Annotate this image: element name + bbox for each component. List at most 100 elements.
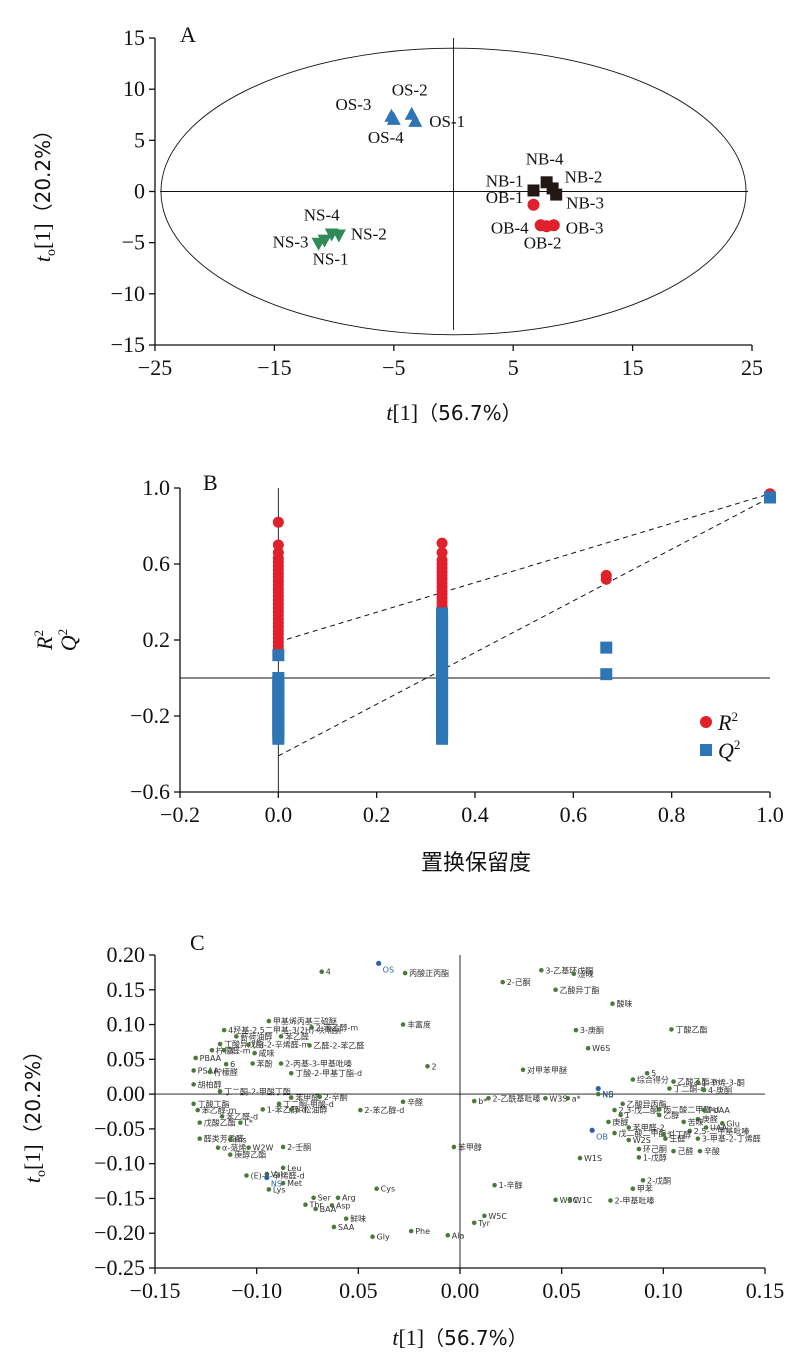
variable-label: 5 [651, 1069, 656, 1078]
variable-point [266, 1018, 272, 1024]
point-label-nb-1: NB-1 [486, 171, 524, 190]
x-tick-label: 0.00 [441, 1278, 480, 1303]
variable-point [630, 1077, 636, 1082]
point-r2 [600, 573, 612, 585]
point-q2 [436, 732, 449, 745]
variable-label: Thr [308, 1201, 323, 1210]
variable-label: W5C [488, 1212, 507, 1221]
variable-point [636, 1146, 642, 1152]
variable-point [644, 1070, 650, 1076]
variable-point [500, 979, 506, 985]
variable-point [663, 1136, 668, 1141]
variable-label: 1-苯乙醇-d [267, 1104, 307, 1114]
y-tick-label: −0.15 [94, 1185, 145, 1210]
variable-label: 综合得分 [637, 1075, 669, 1085]
x-tick-label: 5 [508, 355, 519, 380]
variable-point [219, 1114, 225, 1119]
variable-label: 鲜味 [350, 1214, 366, 1224]
y-tick-label: 1.0 [143, 475, 171, 500]
variable-label: 1-戊醇 [643, 1152, 667, 1162]
variable-label: a* [572, 1094, 581, 1103]
variable-label: Met [287, 1179, 302, 1188]
variable-label: Phe [415, 1227, 430, 1236]
variable-point [280, 1180, 286, 1186]
variable-point [661, 1132, 666, 1137]
regression-line-q2 [278, 497, 771, 757]
point-q2 [272, 649, 285, 662]
variable-point [695, 1079, 701, 1085]
variable-point [331, 1224, 337, 1230]
variable-label: 丰富度 [407, 1020, 431, 1030]
legend-marker-r2 [700, 716, 712, 728]
variable-point [701, 1107, 707, 1113]
point-label-nb-4: NB-4 [526, 149, 564, 168]
variable-label: 对甲苯甲醚 [527, 1065, 567, 1075]
variable-point [238, 1120, 243, 1125]
variable-label: 2-丙基-3-甲基吡嗪 [285, 1059, 352, 1069]
variable-label: 6 [230, 1060, 235, 1069]
x-axis-label: 置换保留度 [421, 851, 531, 876]
variable-point [400, 1099, 406, 1105]
variable-label: His [234, 1135, 246, 1144]
legend-label-r2: R2 [717, 709, 738, 735]
y-tick-label: 0.20 [107, 942, 146, 967]
variable-point [307, 1043, 312, 1048]
variable-point [618, 1112, 623, 1118]
variable-label: 咸味 [259, 1048, 275, 1058]
variable-label: 王醛 [669, 1134, 685, 1144]
x-tick-label: 0.4 [461, 802, 489, 827]
sample-label-os: OS [383, 965, 394, 974]
variable-label: 己醛 [678, 1146, 694, 1156]
variable-point [681, 1119, 686, 1125]
point-label-ob-4: OB-4 [491, 218, 529, 237]
point-os-4 [386, 111, 401, 125]
variable-point [612, 1107, 617, 1113]
variable-label: PBAA [200, 1054, 222, 1063]
variable-point [626, 1137, 632, 1143]
y-tick-label: −0.20 [94, 1220, 145, 1245]
y-tick-label: 0.15 [107, 977, 146, 1002]
variable-point [246, 1042, 251, 1048]
point-label-nb-2: NB-2 [565, 167, 603, 186]
variable-label: 苯甲醇 [458, 1142, 482, 1152]
variable-label: 2-壬酮 [287, 1142, 311, 1152]
variable-label: 2-甲基吡嗪 [614, 1196, 654, 1206]
variable-label: 3-甲基-2-丁烯醛 [702, 1134, 761, 1144]
point-label-ob-1: OB-1 [486, 188, 524, 207]
variable-label: 2,3-戊二酮 [619, 1105, 659, 1115]
variable-label: 苯乙醇-m [202, 1105, 237, 1115]
point-ns-2 [331, 229, 346, 243]
y-tick-label: −5 [122, 230, 145, 255]
y-tick-label: 0.10 [107, 1012, 146, 1037]
variable-label: 2 [431, 1062, 436, 1071]
variable-point [252, 1050, 257, 1056]
variable-point [408, 1228, 414, 1234]
variable-label: 3-庚酮 [580, 1025, 604, 1035]
variable-point [697, 1148, 703, 1154]
y-tick-label: −10 [111, 281, 145, 306]
variable-point [669, 1027, 674, 1032]
y-axis-label: to[1]（20.2%） [20, 1041, 49, 1183]
x-tick-label: −15 [257, 355, 291, 380]
variable-label: 醛类芳香醛 [204, 1134, 244, 1144]
point-q2 [272, 732, 285, 745]
variable-label: 1-辛醇 [499, 1180, 523, 1190]
point-r2 [436, 547, 448, 559]
x-tick-label: 0.0 [265, 802, 293, 827]
y-tick-label: −0.2 [130, 703, 170, 728]
sample-point-os [376, 960, 382, 966]
point-label-os-4: OS-4 [368, 128, 404, 147]
variable-label: 1 [625, 1111, 630, 1120]
variable-point [215, 1145, 221, 1150]
variable-point [720, 1121, 725, 1126]
variable-label: Tyr [477, 1219, 490, 1228]
y-tick-label: −0.10 [94, 1151, 145, 1176]
variable-label: W1C [574, 1196, 593, 1205]
variable-label: 丙二酸二甲酯-d [663, 1104, 719, 1114]
x-tick-label: 0.05 [542, 1278, 581, 1303]
variable-point [217, 1041, 223, 1047]
variable-point [402, 970, 408, 976]
variable-point [191, 1082, 196, 1087]
x-tick-label: −5 [382, 355, 405, 380]
variable-point [482, 1213, 487, 1219]
